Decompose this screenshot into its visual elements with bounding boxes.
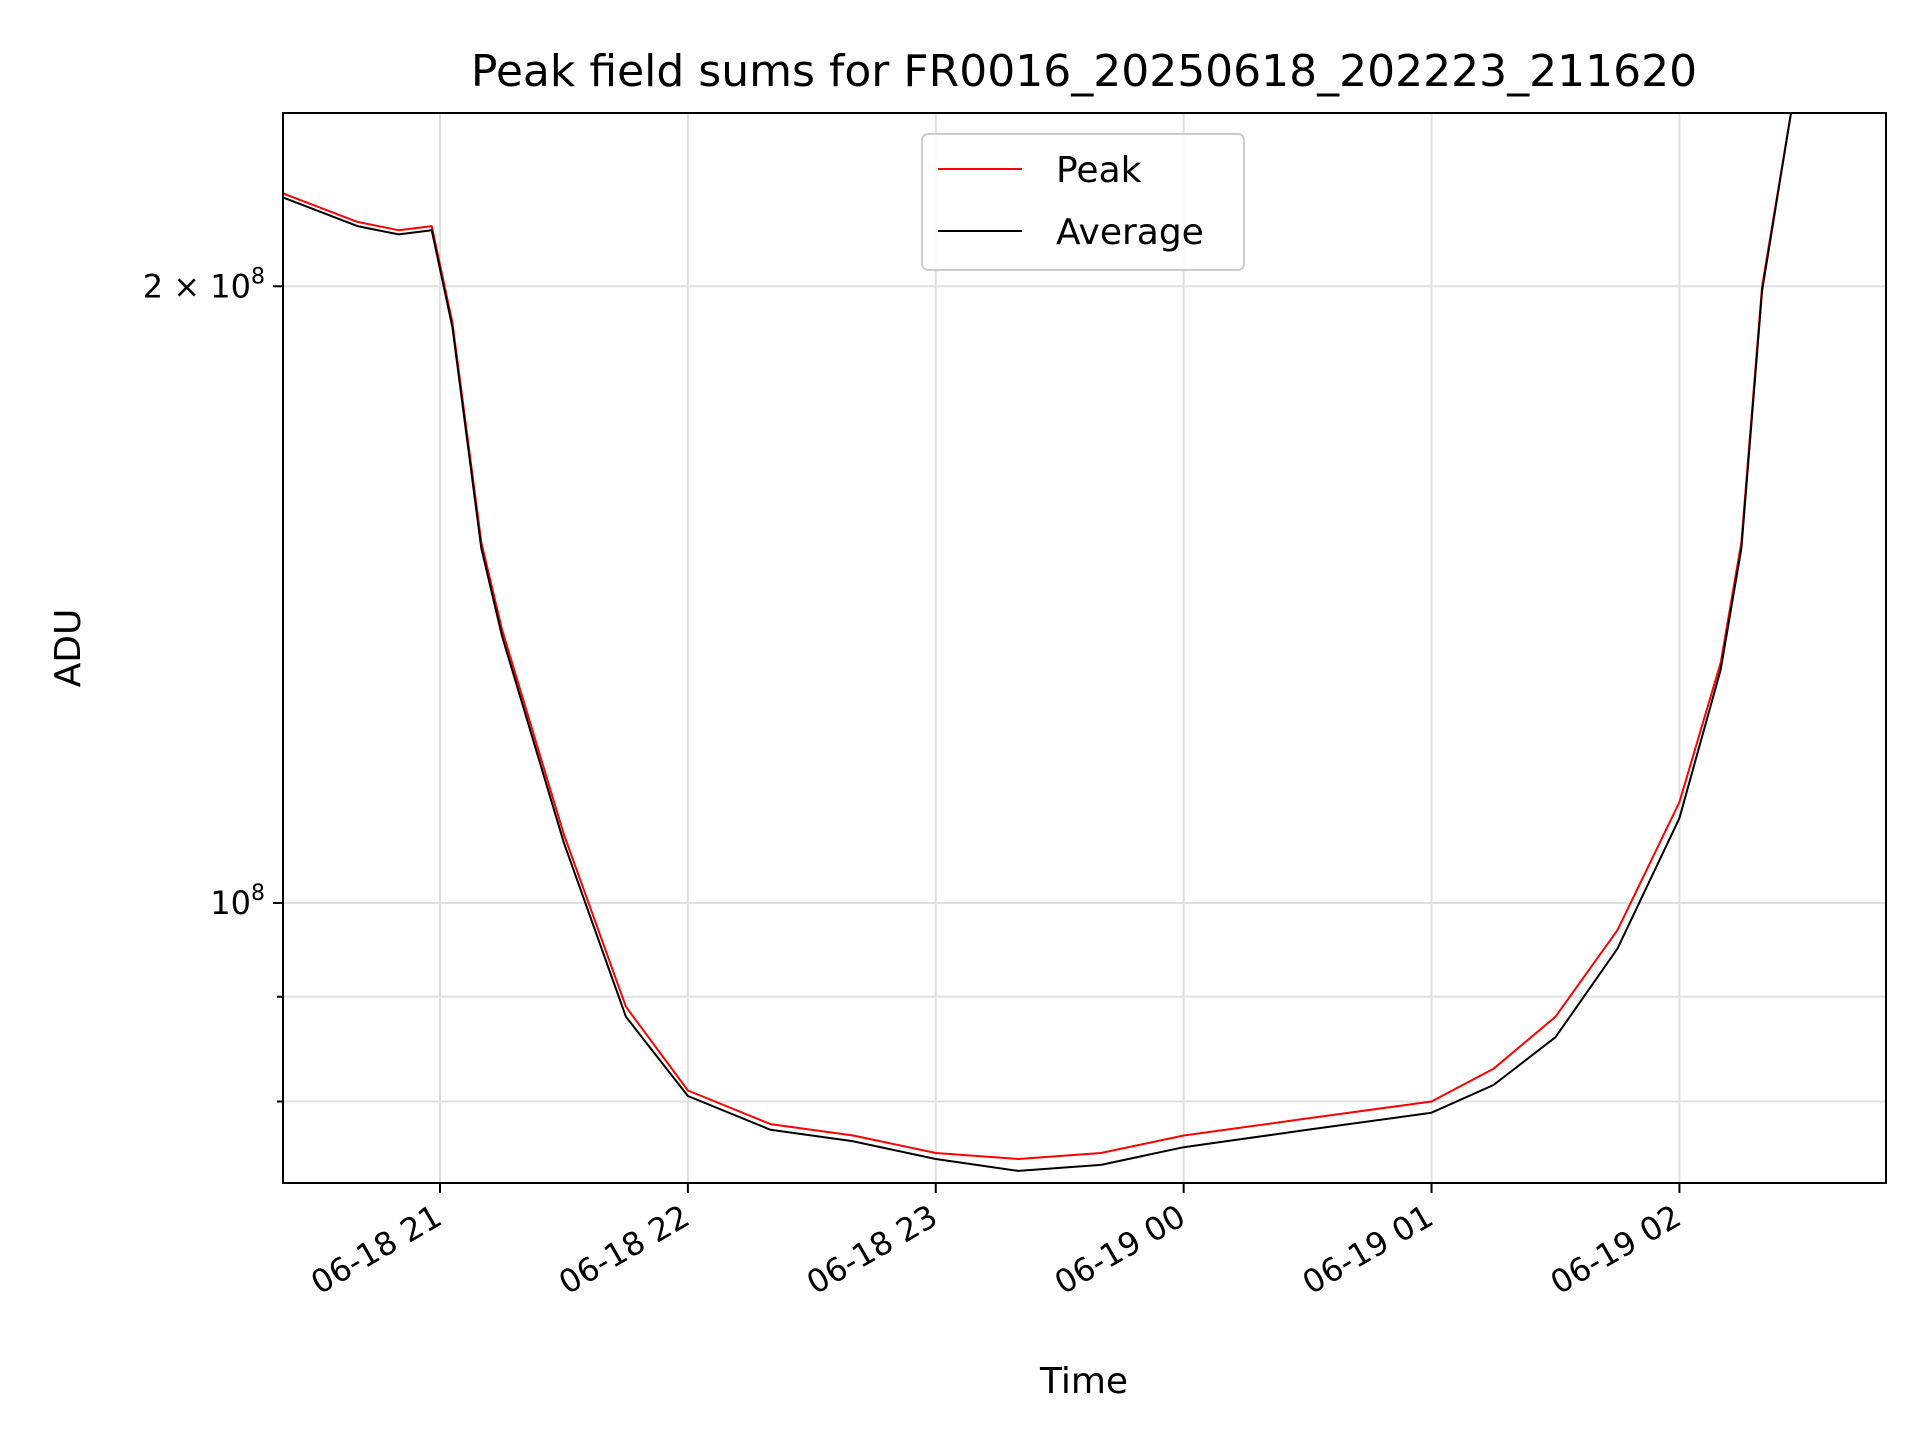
chart-title: Peak field sums for FR0016_20250618_2022…	[471, 46, 1697, 97]
y-tick-label: 108	[210, 881, 265, 922]
y-tick-label: 2 × 108	[143, 264, 265, 305]
series-line-average	[282, 112, 1792, 1172]
y-axis-label: ADU	[48, 609, 89, 688]
x-axis-label: Time	[1039, 1361, 1128, 1402]
series-layer	[282, 112, 1792, 1172]
legend-label-average: Average	[1056, 212, 1204, 253]
y-axis: 2 × 108 108	[143, 264, 283, 1103]
legend-label-peak: Peak	[1056, 150, 1142, 191]
plot-frame	[282, 112, 1887, 1184]
legend: Peak Average	[921, 133, 1245, 271]
grid	[283, 113, 1886, 1183]
